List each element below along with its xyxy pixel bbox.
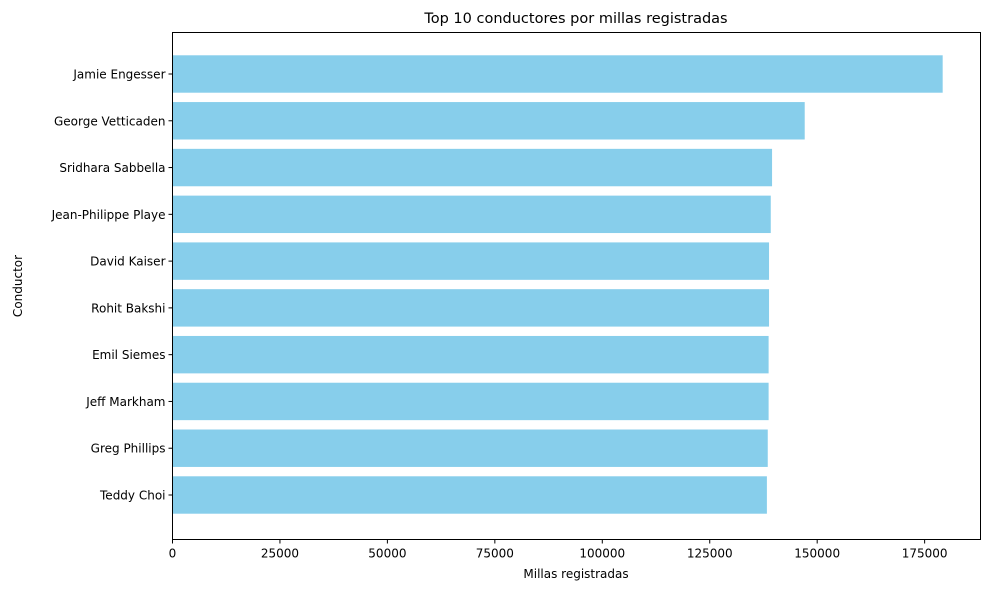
- x-tick-label: 25000: [261, 547, 299, 561]
- y-tick-label: Teddy Choi: [99, 489, 165, 503]
- y-tick-label: Emil Siemes: [92, 348, 165, 362]
- plot-area-frame: [172, 32, 981, 540]
- x-tick-label: 0: [169, 547, 177, 561]
- bar-5: [172, 289, 770, 327]
- bar-2: [172, 148, 773, 187]
- y-tick-label: Jean-Philippe Playe: [51, 208, 166, 222]
- bar-7: [172, 382, 769, 421]
- y-ticks-group: Jamie Engesser George Vetticaden Sridhara …: [51, 68, 173, 503]
- y-tick-label: Greg Phillips: [91, 442, 166, 456]
- y-tick-label: David Kaiser: [90, 255, 165, 269]
- x-tick-label: 75000: [476, 547, 514, 561]
- x-ticks-group: 0 25000 50000 75000 100000 125000 150000 175000: [169, 539, 948, 561]
- y-tick-label: Rohit Bakshi: [91, 301, 165, 315]
- x-tick-label: 100000: [579, 547, 625, 561]
- y-tick-label: George Vetticaden: [54, 114, 166, 128]
- bar-6: [172, 335, 769, 374]
- y-axis-label: Conductor: [11, 255, 25, 317]
- x-tick-label: 175000: [902, 547, 948, 561]
- bar-8: [172, 429, 768, 467]
- x-axis-label: Millas registradas: [523, 567, 628, 581]
- bar-4: [172, 242, 770, 280]
- x-tick-label: 125000: [687, 547, 733, 561]
- bar-3: [172, 195, 771, 234]
- x-tick-label: 50000: [368, 547, 406, 561]
- y-tick-label: Jeff Markham: [85, 395, 165, 409]
- y-tick-label: Jamie Engesser: [72, 68, 165, 82]
- bar-1: [172, 102, 805, 140]
- chart-title: Top 10 conductores por millas registrada…: [423, 11, 727, 27]
- bar-9: [172, 476, 767, 514]
- y-tick-label: Sridhara Sabbella: [59, 161, 165, 175]
- bars-group: [172, 55, 943, 514]
- bar-0: [172, 55, 943, 93]
- x-tick-label: 150000: [794, 547, 840, 561]
